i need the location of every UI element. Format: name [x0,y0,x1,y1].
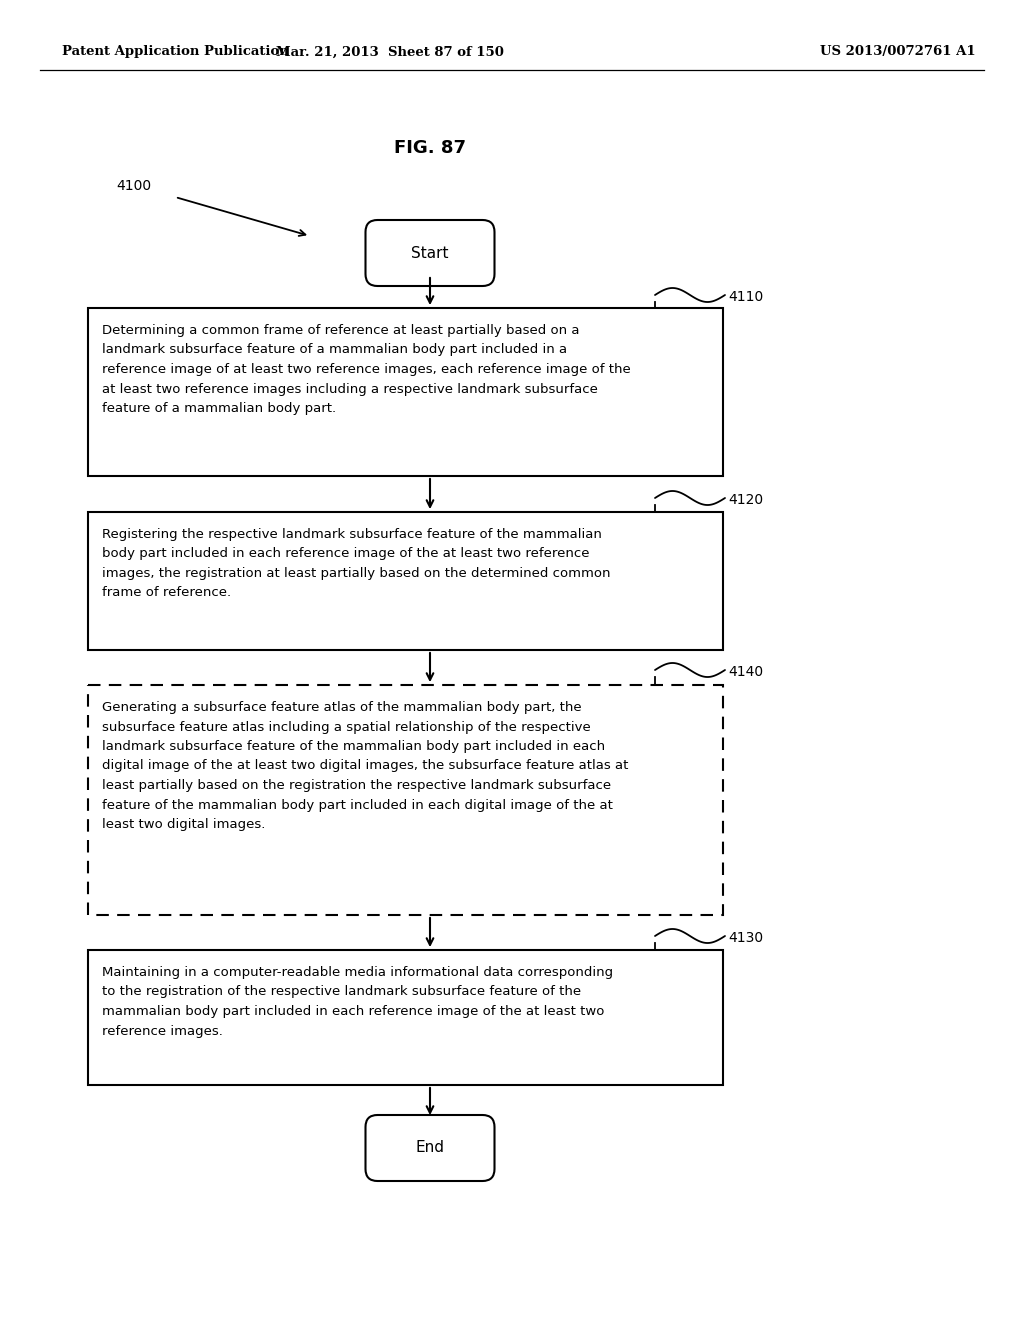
Text: 4130: 4130 [728,931,763,945]
Text: Patent Application Publication: Patent Application Publication [62,45,289,58]
Text: End: End [416,1140,444,1155]
Text: Generating a subsurface feature atlas of the mammalian body part, the
subsurface: Generating a subsurface feature atlas of… [102,701,629,832]
Bar [88,512,723,649]
Text: 4120: 4120 [728,492,763,507]
Text: US 2013/0072761 A1: US 2013/0072761 A1 [820,45,976,58]
Bar [88,308,723,477]
FancyBboxPatch shape [366,220,495,286]
Text: 4110: 4110 [728,290,763,304]
Text: Start: Start [412,246,449,260]
Text: Maintaining in a computer-readable media informational data corresponding
to the: Maintaining in a computer-readable media… [102,966,613,1038]
Bar [88,685,723,915]
Text: Registering the respective landmark subsurface feature of the mammalian
body par: Registering the respective landmark subs… [102,528,610,599]
Bar [88,950,723,1085]
Text: Determining a common frame of reference at least partially based on a
landmark s: Determining a common frame of reference … [102,323,631,414]
Text: FIG. 87: FIG. 87 [394,139,466,157]
Text: Mar. 21, 2013  Sheet 87 of 150: Mar. 21, 2013 Sheet 87 of 150 [276,45,504,58]
Text: 4100: 4100 [116,180,152,193]
FancyBboxPatch shape [366,1115,495,1181]
Text: 4140: 4140 [728,665,763,678]
